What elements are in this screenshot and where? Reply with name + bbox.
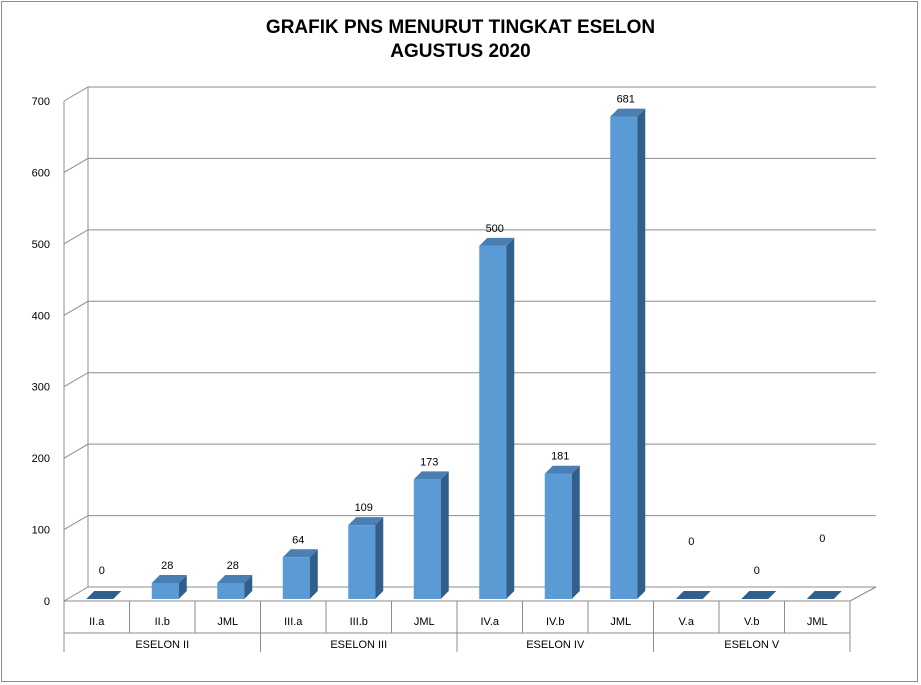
- bar: [413, 479, 441, 599]
- bar-side: [571, 465, 580, 599]
- gridline: [63, 515, 876, 531]
- data-label: 173: [420, 456, 438, 468]
- category-label: IV.a: [480, 616, 499, 628]
- category-label: V.a: [678, 616, 694, 628]
- data-label: 28: [227, 560, 239, 572]
- category-label: V.b: [744, 616, 760, 628]
- group-label: ESELON V: [724, 639, 780, 651]
- bar-top: [675, 591, 711, 599]
- bar-top: [348, 517, 384, 526]
- data-label: 64: [292, 534, 304, 546]
- category-label: III.a: [284, 616, 303, 628]
- floor-right-edge: [849, 586, 877, 602]
- gridline: [63, 229, 876, 245]
- category-label: II.a: [89, 616, 105, 628]
- bar: [544, 473, 572, 599]
- category-label: II.b: [155, 616, 170, 628]
- category-label: JML: [414, 616, 435, 628]
- category-label: IV.b: [546, 616, 565, 628]
- bar: [217, 583, 245, 599]
- group-label: ESELON III: [330, 639, 387, 651]
- chart-subtitle: AGUSTUS 2020: [390, 41, 531, 62]
- bar: [151, 583, 179, 599]
- category-label: JML: [807, 616, 828, 628]
- data-label: 681: [617, 94, 635, 106]
- y-tick-label: 600: [32, 167, 50, 179]
- bar-top: [217, 575, 253, 583]
- bar-top: [479, 237, 515, 246]
- category-label: JML: [610, 616, 631, 628]
- y-tick-label: 700: [32, 96, 50, 108]
- y-tick-label: 300: [32, 382, 50, 394]
- bar-top: [741, 591, 777, 599]
- y-tick-label: 400: [32, 310, 50, 322]
- bar-top: [86, 591, 122, 599]
- bar-top: [413, 471, 449, 480]
- bar-top: [806, 591, 842, 599]
- data-label: 0: [754, 565, 760, 577]
- y-tick-label: 100: [32, 525, 50, 537]
- category-label: III.b: [350, 616, 368, 628]
- bar-top: [544, 465, 580, 474]
- bar-side: [637, 108, 646, 600]
- bar-side: [309, 549, 318, 599]
- data-label: 0: [688, 536, 694, 548]
- category-label: JML: [217, 616, 238, 628]
- data-label: 181: [551, 451, 569, 463]
- y-tick-label: 0: [44, 596, 50, 608]
- data-label: 109: [355, 502, 373, 514]
- gridline: [63, 300, 876, 316]
- bar: [610, 116, 638, 600]
- bar: [348, 525, 376, 599]
- bar-top: [282, 549, 318, 558]
- data-label: 28: [161, 560, 173, 572]
- bar: [479, 245, 507, 599]
- gridline: [63, 86, 876, 102]
- bar-side: [375, 517, 384, 599]
- data-label: 0: [99, 565, 105, 577]
- gridline: [63, 157, 876, 173]
- chart-title: GRAFIK PNS MENURUT TINGKAT ESELON: [265, 17, 656, 38]
- group-label: ESELON IV: [526, 639, 585, 651]
- data-label: 500: [486, 223, 504, 235]
- y-tick-label: 500: [32, 239, 50, 251]
- bar-top: [610, 108, 646, 117]
- group-label: ESELON II: [135, 639, 189, 651]
- gridline: [63, 443, 876, 459]
- bar-side: [440, 471, 449, 599]
- gridline: [63, 372, 876, 388]
- bar: [282, 557, 310, 599]
- y-tick-label: 200: [32, 453, 50, 465]
- bar-top: [151, 575, 187, 583]
- bar-side: [506, 237, 515, 599]
- data-label: 0: [819, 533, 825, 545]
